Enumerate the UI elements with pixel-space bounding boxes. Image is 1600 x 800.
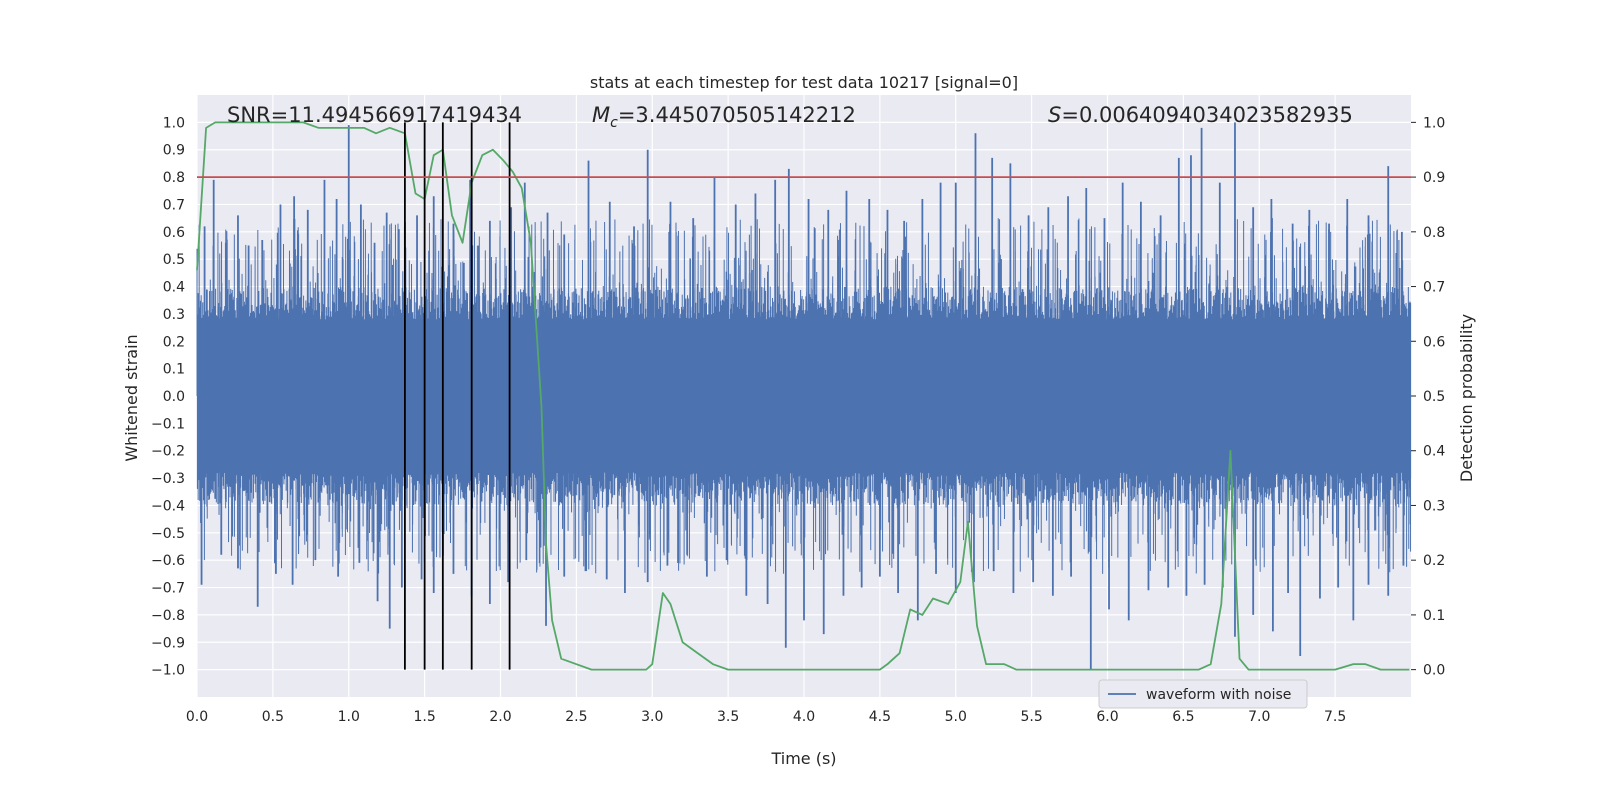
x-axis: 0.0 0.5 1.0 1.5 2.0 2.5 3.0 3.5 4.0 4.5 5.0 5.5 6.0 6… [186,709,1346,725]
y2-tick-label: 0.4 [1423,444,1445,460]
chirp-mass-value: =3.445070505142212 [618,103,856,127]
y-tick-label: −0.4 [151,498,185,514]
y-tick-label: −0.7 [151,581,185,597]
x-tick-label: 4.5 [869,709,891,725]
y2-tick-label: 0.2 [1423,553,1445,569]
vertical-markers [403,122,511,670]
y-tick-label: 0.9 [163,143,185,159]
y2-tick-label: 0.8 [1423,225,1445,241]
y2-tick-label: 0.7 [1423,280,1445,296]
waveform-series [196,122,1412,670]
y-tick-label: 0.3 [163,307,185,323]
y-tick-label: 0.8 [163,170,185,186]
x-tick-label: 7.0 [1248,709,1270,725]
x-tick-label: 6.0 [1096,709,1118,725]
snr-annotation: SNR=11.494566917419434 [227,103,522,127]
x-tick-label: 0.0 [186,709,208,725]
x-tick-label: 2.0 [489,709,511,725]
y-tick-label: −0.9 [151,635,185,651]
probability-line [196,121,1410,671]
y-tick-label: −0.6 [151,553,185,569]
chirp-mass-symbol: M [592,103,610,127]
x-tick-label: 1.0 [338,709,360,725]
s-annotation: S=0.0064094034023582935 [1048,103,1353,127]
s-value: =0.0064094034023582935 [1061,103,1353,127]
legend-box [1098,679,1308,709]
legend-label: waveform with noise [1146,687,1291,703]
y2-tick-label: 0.9 [1423,170,1445,186]
y2-tick-label: 0.1 [1423,608,1445,624]
x-tick-label: 2.5 [565,709,587,725]
y2-tick-label: 1.0 [1423,115,1445,131]
y-tick-label: −0.3 [151,471,185,487]
x-tick-label: 7.5 [1324,709,1346,725]
x-tick-label: 1.5 [413,709,435,725]
x-axis-label: Time (s) [770,749,836,768]
y-tick-label: 1.0 [163,115,185,131]
y-tick-label: −0.8 [151,608,185,624]
y-axis-right: 1.0 0.9 0.8 0.7 0.6 0.5 0.4 0.3 0.2 0.1 0.0 [1411,115,1445,679]
y-tick-label: 0.2 [163,334,185,350]
x-tick-label: 6.5 [1172,709,1194,725]
y-tick-label: 0.1 [163,362,185,378]
x-tick-label: 5.5 [1020,709,1042,725]
y-tick-label: −0.2 [151,444,185,460]
y2-axis-label: Detection probability [1457,314,1476,482]
y-tick-label: 0.7 [163,197,185,213]
y2-tick-label: 0.6 [1423,334,1445,350]
y-tick-label: 0.0 [163,389,185,405]
x-tick-label: 3.0 [641,709,663,725]
y-tick-label: 0.4 [163,280,185,296]
y-tick-label: 0.6 [163,225,185,241]
s-symbol: S [1048,103,1061,127]
x-tick-label: 0.5 [262,709,284,725]
y-tick-label: 0.5 [163,252,185,268]
x-tick-label: 4.0 [793,709,815,725]
chirp-mass-annotation: Mc=3.445070505142212 [592,103,856,131]
y2-tick-label: 0.5 [1423,389,1445,405]
y2-tick-label: 0.0 [1423,663,1445,679]
y-tick-label: −0.1 [151,416,185,432]
chart-title: stats at each timestep for test data 102… [590,73,1018,92]
chirp-mass-subscript: c [610,115,618,131]
y-tick-label: −0.5 [151,526,185,542]
probability-series [196,121,1410,671]
y-tick-label: −1.0 [151,663,185,679]
legend: waveform with noise [1098,679,1308,709]
x-tick-label: 5.0 [945,709,967,725]
y-axis-label: Whitened strain [122,334,141,461]
y-axis-left: 1.0 0.9 0.8 0.7 0.6 0.5 0.4 0.3 0.2 0.1 0.0 −0.1 −0.… [151,115,185,678]
y2-tick-label: 0.3 [1423,498,1445,514]
x-tick-label: 3.5 [717,709,739,725]
